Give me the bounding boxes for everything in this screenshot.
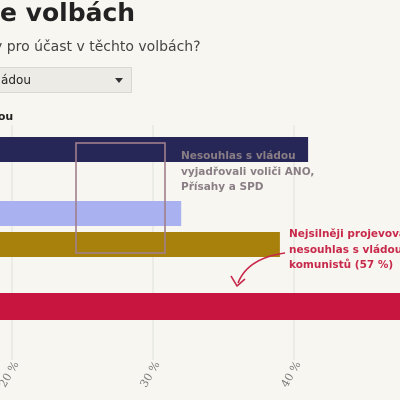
x-tick-label: 30 % — [137, 359, 162, 390]
page-title: e volbách — [0, 0, 136, 27]
annotation-line: Nesouhlas s vládou — [181, 150, 296, 162]
annotation-line: komunistů (57 %) — [289, 259, 394, 271]
annotation-line: nesouhlas s vládou — [289, 243, 400, 256]
chart-bar — [0, 201, 182, 226]
party-select[interactable]: ádou — [0, 67, 132, 93]
annotation-arrow — [237, 252, 286, 284]
page-subtitle: y pro účast v těchto volbách? — [0, 39, 201, 55]
x-tick-label: 20 % — [0, 359, 22, 390]
annotation-line: Přísahy a SPD — [181, 181, 264, 193]
annotation-box — [75, 142, 166, 254]
annotation-highlight-note: Nejsilněji projevova nesouhlas s vládou … — [289, 227, 400, 274]
chevron-down-icon[interactable] — [115, 78, 123, 83]
arrow-head-icon — [230, 275, 246, 287]
annotation-box-note: Nesouhlas s vládou vyjadřovali voliči AN… — [181, 149, 314, 196]
chart-bar — [0, 293, 400, 320]
annotation-line: vyjadřovali voliči ANO, — [181, 165, 315, 178]
legend-label: dou — [0, 110, 14, 123]
party-select-value: ádou — [1, 73, 31, 87]
annotation-line: Nejsilněji projevova — [289, 228, 400, 240]
x-tick-label: 40 % — [278, 359, 303, 390]
chart-bar — [0, 137, 309, 162]
